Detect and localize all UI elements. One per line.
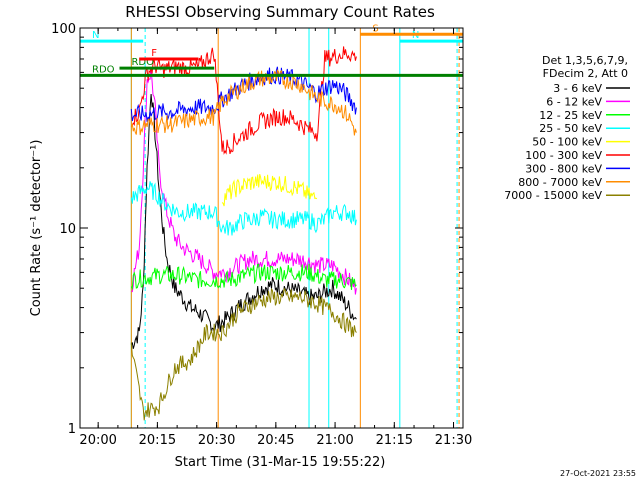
chart-title: RHESSI Observing Summary Count Rates [125,3,435,21]
series-line [130,46,357,155]
legend-label: 100 - 300 keV [525,149,602,162]
legend-label: 25 - 50 keV [539,122,602,135]
flag-label: F [151,48,157,59]
legend-label: 6 - 12 keV [546,95,602,108]
series-line [130,181,357,236]
series-line [130,263,357,291]
legend-header: FDecim 2, Att 0 [543,67,628,80]
series-line [131,68,357,295]
flag-label: N [92,30,99,41]
x-tick-label: 21:30 [435,433,472,448]
y-tick-label: 10 [59,222,76,237]
series-line [130,69,357,136]
y-tick-label: 1 [68,422,76,437]
series-line [221,173,318,207]
x-axis-ticks: 20:00 20:15 20:30 20:45 21:00 21:15 21:30 [79,28,472,448]
legend-label: 7000 - 15000 keV [504,189,602,202]
x-tick-label: 21:00 [316,433,353,448]
x-tick-label: 20:30 [198,433,235,448]
legend-label: 300 - 800 keV [525,162,602,175]
legend-header: Det 1,3,5,6,7,9, [542,54,628,67]
plot-frame [79,27,464,429]
x-tick-label: 20:15 [139,433,176,448]
vertical-markers [79,28,460,428]
x-tick-label: 21:15 [376,433,413,448]
x-tick-label: 20:45 [257,433,294,448]
legend: Det 1,3,5,6,7,9,FDecim 2, Att 0 3 - 6 keV… [504,54,630,202]
x-tick-label: 20:00 [79,433,116,448]
status-flags: RDORDOFNNS [80,23,463,77]
legend-label: 50 - 100 keV [532,136,602,149]
y-axis-label: Count Rate (s⁻¹ detector⁻¹) [29,140,44,317]
flag-label: S [372,23,378,34]
series-line [130,93,357,349]
legend-label: 800 - 7000 keV [518,176,602,189]
footer-timestamp: 27-Oct-2021 23:55 [560,469,636,478]
y-tick-label: 100 [51,22,76,37]
legend-label: 3 - 6 keV [553,82,602,95]
legend-label: 12 - 25 keV [539,109,602,122]
series-lines [130,46,357,421]
flag-label: RDO [92,64,115,75]
flag-label: RDO [131,57,154,68]
series-line [130,287,357,421]
y-axis-ticks: 1 10 100 [51,22,463,437]
series-line [130,66,357,122]
x-axis-label: Start Time (31-Mar-15 19:55:22) [175,455,386,470]
